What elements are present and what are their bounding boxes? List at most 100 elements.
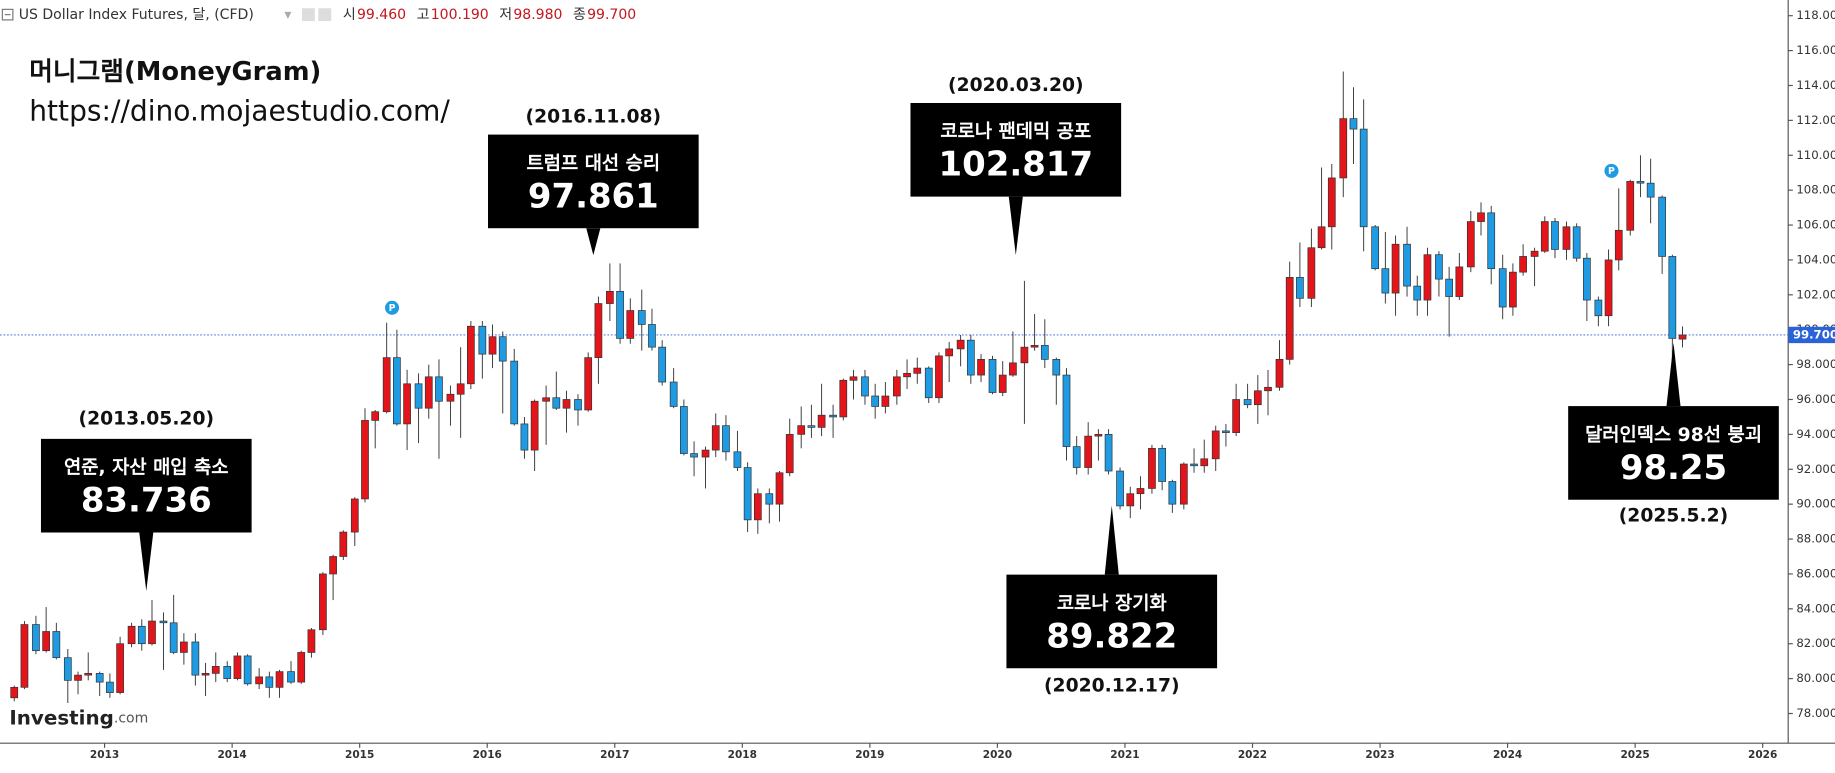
y-tick-label: 88.000 [1796, 532, 1835, 546]
annotation-title: 코로나 장기화 [1057, 593, 1167, 614]
candle-body [180, 641, 188, 653]
y-tick-label: 116.000 [1796, 43, 1835, 57]
y-tick-label: 98.000 [1796, 357, 1835, 371]
candle-body [265, 676, 274, 688]
candle-body [287, 671, 295, 683]
candle-body [1136, 488, 1145, 495]
candle-body [775, 472, 784, 505]
candle-body [1040, 345, 1049, 360]
y-tick-label: 84.000 [1796, 601, 1835, 615]
y-tick-label: 112.000 [1796, 113, 1835, 127]
candle-body [1116, 470, 1124, 507]
annotation-date: (2025.5.2) [1619, 506, 1728, 527]
x-tick-label: 2013 [90, 749, 119, 761]
candle-body [1562, 226, 1571, 250]
y-tick-label: 102.000 [1796, 287, 1835, 301]
candle-body [1509, 271, 1517, 308]
candle-body [606, 290, 614, 304]
icon[interactable] [318, 8, 332, 22]
annotation-value: 89.822 [1046, 617, 1177, 656]
ohlc-value: 98.980 [513, 7, 562, 23]
candle-body [1530, 250, 1539, 257]
candle-body [1445, 278, 1453, 297]
annotation: 연준, 자산 매입 축소 83.736 (2013.05.20) [40, 408, 252, 592]
candle-body [1052, 359, 1061, 376]
y-tick-label: 104.000 [1796, 252, 1835, 266]
candle-body [1253, 390, 1262, 406]
candle-body [658, 346, 667, 383]
candle-body [1211, 430, 1220, 460]
candle-body [169, 622, 178, 653]
event-marker[interactable] [385, 300, 400, 315]
candle-body [1275, 359, 1284, 388]
candle-body [233, 655, 242, 679]
x-tick-label: 2015 [345, 749, 374, 761]
candle-body [1307, 247, 1316, 299]
candle-body [1327, 177, 1336, 228]
y-tick-label: 94.000 [1796, 427, 1835, 441]
candle-body [849, 376, 858, 381]
candle-body [765, 493, 774, 505]
collapse-icon[interactable] [1, 8, 14, 21]
candle-body [594, 303, 603, 358]
candle-body [881, 395, 890, 407]
candle-body [679, 406, 688, 454]
candle-body [1264, 386, 1272, 392]
event-marker[interactable] [1604, 163, 1619, 178]
y-tick-label: 114.000 [1796, 78, 1835, 92]
candle-body [722, 425, 730, 453]
candle-body [913, 367, 922, 374]
symbol-title[interactable]: US Dollar Index Futures, 달, (CFD) [19, 7, 254, 23]
candle-body [1498, 268, 1507, 308]
candle-body [498, 336, 507, 362]
candle-body [74, 674, 82, 681]
candle-body [1658, 196, 1666, 257]
candle-body [1148, 447, 1156, 489]
candle-body [520, 423, 529, 451]
annotation-box [40, 438, 252, 533]
annotation-box [1006, 574, 1218, 669]
candle-body [106, 681, 114, 693]
annotation-date: (2020.12.17) [1044, 675, 1180, 696]
header: US Dollar Index Futures, 달, (CFD) ▾ 시 99.… [1, 7, 636, 23]
candle-body [1179, 463, 1188, 505]
watermark-name: 머니그램(MoneyGram) [29, 57, 321, 87]
candle-body [10, 686, 19, 699]
candle-body [903, 372, 911, 378]
candle-body [1646, 182, 1655, 198]
y-tick-label: 78.000 [1796, 706, 1835, 720]
candle-body [552, 397, 561, 409]
candle-body [127, 625, 136, 645]
ohlc-label: 저 [499, 7, 512, 23]
annotation: 트럼프 대선 승리 97.861 (2016.11.08) [488, 107, 699, 256]
x-tick-label: 2024 [1493, 749, 1522, 761]
candle-body [435, 376, 443, 402]
x-tick-label: 2017 [600, 749, 629, 761]
candle-body [1636, 181, 1645, 184]
candle-body [478, 325, 487, 355]
candle-body [361, 420, 369, 500]
x-tick-label: 2022 [1238, 749, 1267, 761]
candle-body [307, 629, 316, 653]
x-tick-label: 2025 [1620, 749, 1649, 761]
annotation-pointer [1104, 505, 1119, 575]
annotation-title: 연준, 자산 매입 축소 [64, 457, 228, 479]
candle-body [1030, 345, 1039, 348]
candle-body [63, 657, 72, 681]
candle-body [1168, 481, 1177, 505]
last-price-tag [1788, 326, 1835, 344]
icon[interactable] [301, 8, 315, 22]
y-tick-label: 110.000 [1796, 148, 1835, 162]
candle-body [1391, 243, 1400, 294]
candle-body [223, 666, 232, 679]
candle-body [1190, 463, 1198, 467]
candle-body [424, 376, 433, 409]
annotation-title: 달러인덱스 98선 붕괴 [1585, 425, 1762, 446]
candle-body [1285, 277, 1294, 360]
dropdown-arrow[interactable]: ▾ [284, 7, 291, 23]
annotation-value: 98.25 [1620, 449, 1727, 488]
candle-body [137, 625, 146, 645]
candle-body [574, 399, 582, 411]
